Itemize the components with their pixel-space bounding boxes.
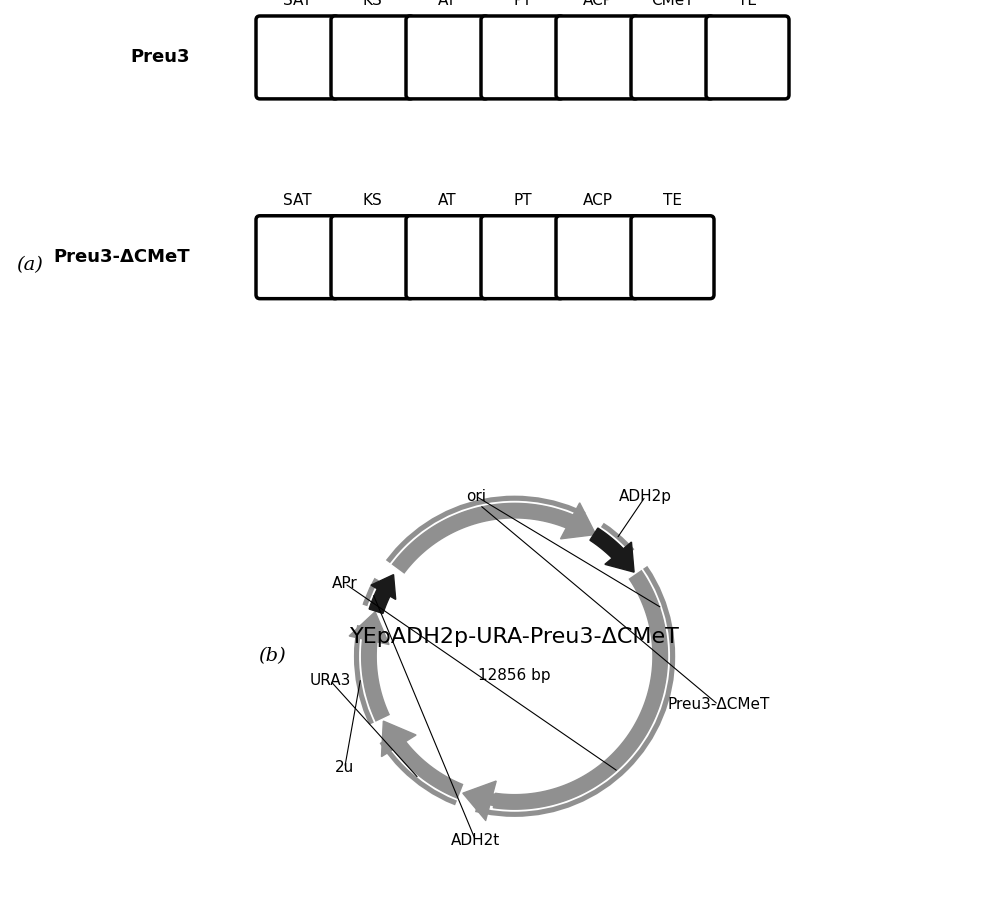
FancyBboxPatch shape	[706, 16, 789, 99]
FancyArrow shape	[561, 503, 596, 539]
FancyBboxPatch shape	[631, 216, 714, 298]
Text: AT: AT	[438, 192, 457, 208]
FancyBboxPatch shape	[406, 216, 489, 298]
Text: SAT: SAT	[283, 0, 312, 8]
Text: SAT: SAT	[283, 192, 312, 208]
Text: (a): (a)	[17, 255, 43, 273]
Text: KS: KS	[363, 192, 382, 208]
Text: ori: ori	[466, 488, 486, 503]
FancyBboxPatch shape	[256, 216, 339, 298]
FancyBboxPatch shape	[331, 16, 414, 99]
FancyBboxPatch shape	[481, 216, 564, 298]
Text: Preu3: Preu3	[130, 49, 190, 67]
Text: (b): (b)	[258, 647, 286, 665]
Polygon shape	[493, 568, 667, 809]
FancyBboxPatch shape	[556, 216, 639, 298]
FancyArrow shape	[371, 574, 396, 600]
FancyBboxPatch shape	[631, 16, 714, 99]
Text: PT: PT	[513, 192, 532, 208]
Text: KS: KS	[363, 0, 382, 8]
Polygon shape	[362, 629, 390, 724]
Text: TE: TE	[738, 0, 757, 8]
Polygon shape	[354, 604, 394, 631]
FancyBboxPatch shape	[256, 16, 339, 99]
FancyArrow shape	[381, 721, 416, 757]
FancyArrow shape	[605, 542, 634, 572]
FancyBboxPatch shape	[481, 16, 564, 99]
Text: ADH2p: ADH2p	[619, 488, 672, 503]
Polygon shape	[388, 734, 467, 800]
Text: ADH2t: ADH2t	[451, 833, 500, 849]
Text: ACP: ACP	[582, 0, 612, 8]
Polygon shape	[391, 503, 576, 575]
Polygon shape	[571, 510, 605, 550]
Polygon shape	[454, 775, 483, 815]
Polygon shape	[366, 711, 407, 744]
Text: APr: APr	[332, 576, 358, 591]
Text: CMeT: CMeT	[651, 0, 694, 8]
FancyBboxPatch shape	[331, 216, 414, 298]
FancyBboxPatch shape	[556, 16, 639, 99]
Text: ACP: ACP	[582, 192, 612, 208]
Polygon shape	[590, 528, 630, 565]
FancyArrow shape	[349, 611, 389, 645]
Text: 2u: 2u	[335, 761, 354, 776]
Text: 12856 bp: 12856 bp	[478, 668, 551, 683]
Polygon shape	[372, 558, 412, 593]
FancyArrow shape	[463, 781, 496, 821]
Text: AT: AT	[438, 0, 457, 8]
Text: TE: TE	[663, 192, 682, 208]
Text: URA3: URA3	[309, 673, 351, 688]
Circle shape	[377, 519, 652, 794]
Text: YEpADH2p-URA-Preu3-ΔCMeT: YEpADH2p-URA-Preu3-ΔCMeT	[350, 627, 680, 647]
FancyBboxPatch shape	[406, 16, 489, 99]
Text: Preu3-ΔCMeT: Preu3-ΔCMeT	[53, 248, 190, 266]
Polygon shape	[369, 582, 394, 613]
Text: Preu3-ΔCMeT: Preu3-ΔCMeT	[667, 698, 770, 712]
Polygon shape	[610, 547, 650, 584]
Text: PT: PT	[513, 0, 532, 8]
